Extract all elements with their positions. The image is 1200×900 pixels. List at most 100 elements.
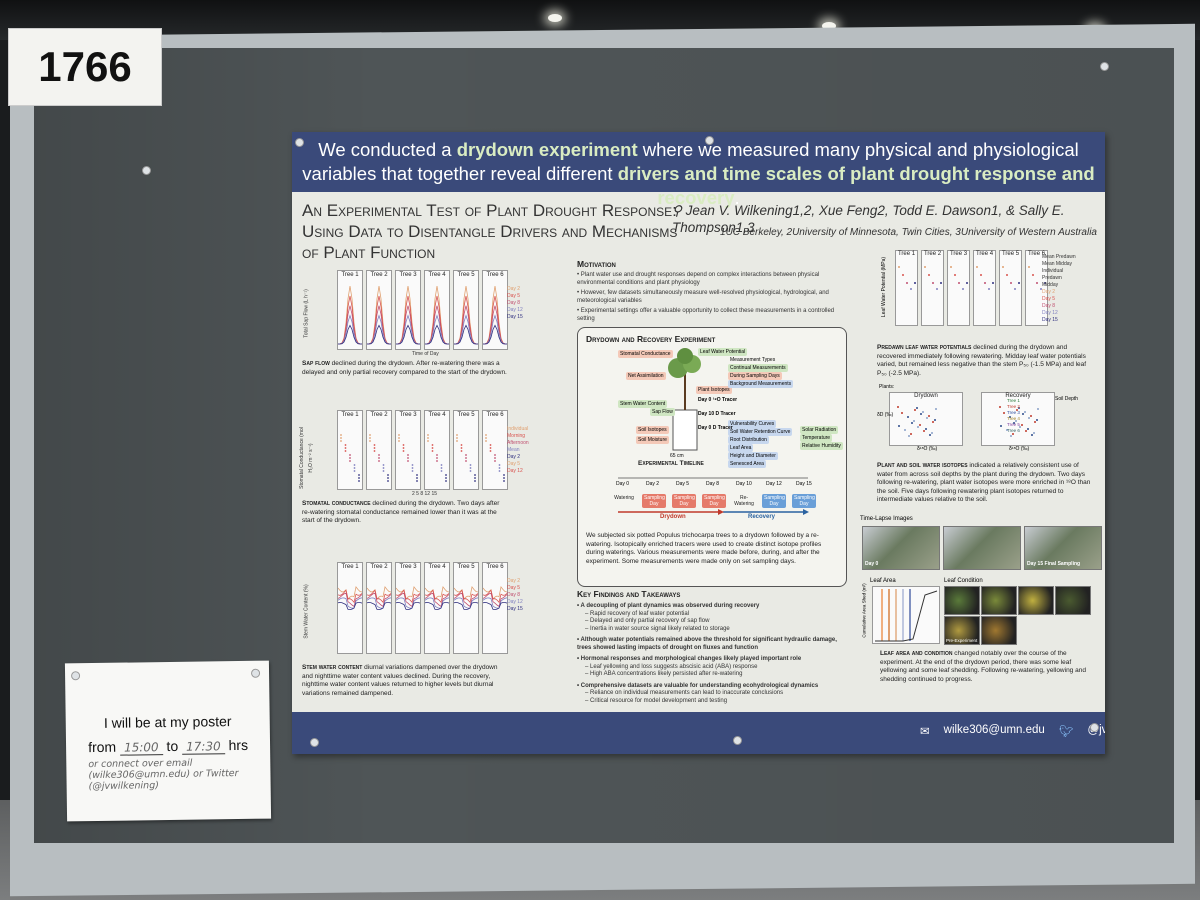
finding-item: • Comprehensive datasets are valuable fo… [577, 682, 819, 689]
series-line [424, 597, 450, 609]
series-line [424, 295, 450, 345]
finding-item: • Although water potentials remained abo… [577, 637, 837, 651]
data-point [369, 437, 371, 439]
booth-number: 1766 [38, 43, 132, 90]
figure-caption: Predawn leaf water potentials declined d… [877, 344, 1092, 378]
panel-title: Tree 3 [949, 251, 968, 257]
data-point [369, 440, 371, 442]
series-line [453, 314, 479, 345]
legend-entry: Day 12 [1042, 310, 1058, 316]
data-point [431, 444, 434, 446]
measurement-label: Background Measurements [728, 380, 794, 388]
sampling-band [902, 589, 904, 641]
leaf-photo: Pre-Experiment [944, 616, 980, 645]
banner-text: drivers and time scales of plant drought… [617, 163, 1095, 208]
data-point [980, 274, 982, 276]
legend-entry: Tree 4 [1007, 416, 1020, 421]
series-line [337, 592, 363, 608]
panel-title: Tree 2 [370, 272, 388, 278]
data-point [935, 408, 937, 410]
affiliations: 1UC Berkeley, 2University of Minnesota, … [720, 227, 1097, 238]
data-point [924, 266, 926, 268]
panel-title: Tree 2 [370, 564, 388, 570]
caption-bold: Sap flow [302, 360, 330, 367]
tree-panel: Tree 1 [337, 270, 363, 350]
series-line [483, 324, 507, 345]
panel-title: Tree 5 [457, 272, 475, 278]
tree-panel: Tree 4 [973, 250, 996, 326]
panel-plot [337, 585, 363, 611]
data-point [340, 440, 342, 442]
data-point [416, 477, 418, 479]
tree-panel: Tree 4 [424, 410, 450, 490]
data-point [494, 457, 496, 459]
panel-plot [395, 585, 421, 611]
series-line [337, 601, 363, 611]
data-point [349, 457, 351, 459]
panel-plot [456, 434, 476, 482]
data-point [498, 464, 501, 466]
data-point [1027, 428, 1029, 430]
panel-title: Drydown [914, 393, 938, 399]
person-icon: ⚲ [672, 203, 686, 218]
data-point [907, 416, 909, 418]
figure-legend: Individual Morning Afternoon Mean Day 2 Day 5… [507, 426, 529, 475]
from-label: from [88, 738, 117, 756]
tree-foliage [677, 348, 693, 364]
data-point [474, 477, 476, 479]
data-point [436, 457, 438, 459]
series-line [395, 597, 421, 609]
data-point [931, 432, 933, 434]
panel-title: Tree 1 [341, 564, 359, 570]
legend-entry: Day 5 [507, 461, 521, 467]
data-point [962, 288, 964, 290]
note-times: from 15:00 to 17:30 hrs [66, 737, 270, 756]
data-point [901, 412, 903, 414]
panel-row: Tree 1 Tree 2 Tree 3 Tree 4 Tree 5 Tree 6 [337, 270, 508, 350]
timeline-day: Day 10 [736, 481, 752, 487]
panel-title: Tree 2 [370, 412, 388, 418]
panel-plot [453, 285, 479, 345]
tracer-tag: Day 0 D Tracer [698, 425, 733, 431]
leaf-area-heading: Leaf Area [870, 578, 896, 584]
measurement-label: Net Assimilation [626, 372, 666, 380]
series-line [453, 295, 479, 345]
figure-ylabel: Cumulative Area Shed (m²) [861, 583, 867, 638]
timeline-stage: Watering [614, 495, 634, 501]
data-point [916, 407, 918, 409]
hrs-label: hrs [228, 736, 249, 754]
sampling-band [881, 589, 883, 641]
series-line [424, 585, 450, 601]
series-line [337, 295, 363, 345]
data-point [460, 444, 463, 446]
twitter-icon: 🐦︎ [1058, 726, 1074, 738]
series-line [337, 585, 363, 601]
research-poster: We conducted a drydown experiment where … [292, 132, 1105, 754]
leaf-photo [944, 586, 980, 615]
data-point [382, 464, 385, 466]
tracer-tag: Day 0 ¹⁸O Tracer [698, 397, 738, 403]
legend-entry: Day 15 [507, 606, 523, 612]
series-line [395, 585, 421, 601]
banner-text: drydown experiment [456, 139, 638, 160]
data-point [1006, 429, 1008, 431]
measurement-label: Relative Humidity [800, 442, 843, 450]
panel-title: Tree 4 [428, 564, 446, 570]
authors-text: Jean V. Wilkening1,2, Xue Feng2, Todd E.… [672, 203, 1065, 235]
panel-title: Tree 4 [428, 272, 446, 278]
sampling-band [888, 589, 890, 641]
legend-entry: Mean Predawn [1042, 254, 1076, 260]
data-point [456, 437, 458, 439]
series-line [395, 314, 421, 345]
data-point [378, 457, 380, 459]
leaf-photo [1055, 586, 1091, 615]
data-point [498, 470, 501, 472]
panel-title: Tree 1 [341, 272, 359, 278]
panel-plot [976, 266, 994, 290]
data-point [1002, 266, 1004, 268]
data-point [373, 450, 376, 452]
data-point [928, 274, 930, 276]
sampling-band [909, 589, 911, 641]
data-point [465, 460, 467, 462]
panel-title: Tree 4 [428, 412, 446, 418]
